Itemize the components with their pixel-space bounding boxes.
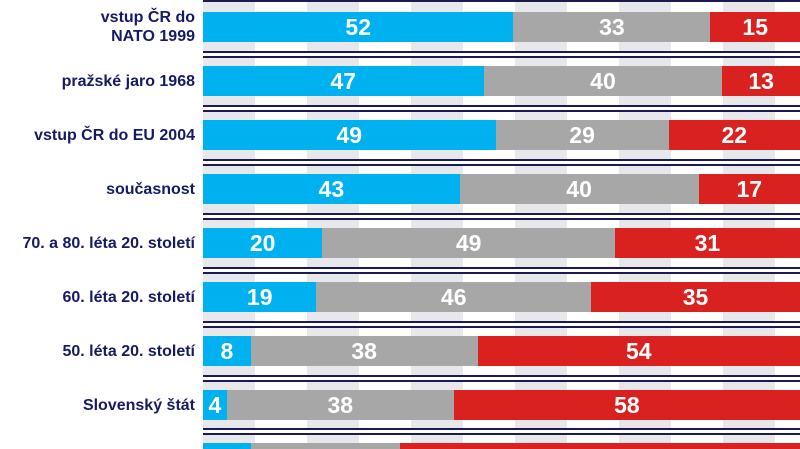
chart-row (0, 428, 800, 449)
category-label-line: pražské jaro 1968 (61, 72, 195, 90)
segment-gray: 33 (513, 12, 711, 42)
segment-red-value: 22 (721, 121, 748, 148)
category-label: současnost (0, 174, 195, 204)
stacked-bar: 49 29 22 (203, 120, 800, 150)
stacked-bar: 43 40 17 (203, 174, 800, 204)
category-label-line: vstup ČR do EU 2004 (34, 126, 195, 144)
chart-row: vstup ČR do EU 2004 49 29 22 (0, 105, 800, 150)
segment-red: 58 (453, 390, 800, 420)
segment-gray: 38 (250, 336, 478, 366)
segment-red-value: 17 (736, 175, 763, 202)
segment-gray: 40 (483, 66, 723, 96)
category-label: 70. a 80. léta 20. století (0, 228, 195, 258)
category-label: 60. léta 20. století (0, 282, 195, 312)
segment-red: 15 (710, 12, 800, 42)
category-label-line: současnost (106, 180, 195, 198)
segment-gray-value: 46 (440, 283, 467, 310)
category-label-line: 60. léta 20. století (62, 288, 195, 306)
category-label-line: 50. léta 20. století (62, 342, 195, 360)
segment-gray: 49 (322, 228, 615, 258)
category-label: Slovenský štát (0, 390, 195, 420)
segment-blue-value: 43 (318, 175, 345, 202)
segment-gray-value: 38 (327, 391, 354, 418)
segment-blue: 4 (203, 390, 227, 420)
category-label (0, 443, 195, 449)
row-separator-line (203, 375, 800, 382)
segment-gray: 46 (316, 282, 592, 312)
chart-row: současnost 43 40 17 (0, 159, 800, 204)
stacked-bar: 52 33 15 (203, 12, 800, 42)
segment-gray-value: 38 (351, 337, 377, 364)
category-label: pražské jaro 1968 (0, 66, 195, 96)
row-separator-line (203, 321, 800, 328)
category-label: vstup ČR do NATO 1999 (0, 9, 195, 45)
segment-gray-value: 40 (590, 67, 616, 94)
segment-gray: 38 (226, 390, 454, 420)
segment-red-value: 54 (626, 337, 652, 364)
segment-gray-value: 29 (569, 121, 595, 148)
segment-blue-value: 8 (220, 337, 234, 364)
stacked-bar: 4 38 58 (203, 390, 800, 420)
segment-blue-value: 20 (249, 229, 276, 256)
segment-blue: 19 (203, 282, 317, 312)
segment-red (400, 443, 800, 449)
segment-blue-value: 19 (246, 283, 273, 310)
segment-red-value: 31 (694, 229, 721, 256)
segment-blue-value: 49 (336, 121, 363, 148)
category-label-line: 70. a 80. léta 20. století (22, 234, 195, 252)
segment-blue: 52 (203, 12, 514, 42)
category-label: vstup ČR do EU 2004 (0, 120, 195, 150)
row-separator-line (203, 267, 800, 274)
category-label-line: Slovenský štát (82, 396, 195, 414)
row-separator-line (203, 428, 800, 435)
segment-blue-value: 52 (345, 13, 372, 40)
segment-red-value: 58 (614, 391, 640, 418)
segment-blue: 8 (203, 336, 251, 366)
segment-blue-value: 4 (208, 391, 222, 418)
segment-gray: 40 (459, 174, 699, 204)
segment-red: 22 (668, 120, 800, 150)
segment-blue: 49 (203, 120, 496, 150)
row-separator-line (203, 159, 800, 166)
segment-red: 35 (591, 282, 800, 312)
segment-gray-value: 40 (566, 175, 592, 202)
segment-gray: 29 (495, 120, 669, 150)
stacked-bar: 20 49 31 (203, 228, 800, 258)
category-label-line: vstup ČR do (100, 9, 195, 26)
chart-row: Slovenský štát 4 38 58 (0, 375, 800, 420)
chart-row: pražské jaro 1968 47 40 13 (0, 51, 800, 96)
category-label: 50. léta 20. století (0, 336, 195, 366)
stacked-bar: 47 40 13 (203, 66, 800, 96)
segment-blue: 43 (203, 174, 460, 204)
stacked-bar: 8 38 54 (203, 336, 800, 366)
segment-gray-value: 49 (455, 229, 482, 256)
segment-red: 54 (477, 336, 800, 366)
category-label-line: NATO 1999 (111, 28, 195, 45)
segment-blue-value: 47 (330, 67, 357, 94)
segment-red-value: 13 (748, 67, 774, 94)
chart-row: 70. a 80. léta 20. století 20 49 31 (0, 213, 800, 258)
stacked-bar (203, 443, 800, 449)
segment-blue (203, 443, 251, 449)
segment-red: 13 (722, 66, 800, 96)
chart-row: 50. léta 20. století 8 38 54 (0, 321, 800, 366)
chart-row: 60. léta 20. století 19 46 35 (0, 267, 800, 312)
segment-gray-value: 33 (599, 13, 625, 40)
segment-gray (250, 443, 400, 449)
segment-red-value: 15 (742, 13, 768, 40)
row-separator-line (203, 51, 800, 58)
top-edge-separator-line (203, 0, 800, 2)
row-separator-line (203, 105, 800, 112)
segment-blue: 47 (203, 66, 484, 96)
segment-red: 31 (614, 228, 800, 258)
segment-red-value: 35 (682, 283, 709, 310)
segment-red: 17 (698, 174, 800, 204)
stacked-bar: 19 46 35 (203, 282, 800, 312)
row-separator-line (203, 213, 800, 220)
segment-blue: 20 (203, 228, 323, 258)
chart-row: vstup ČR do NATO 1999 52 33 15 (0, 9, 800, 45)
